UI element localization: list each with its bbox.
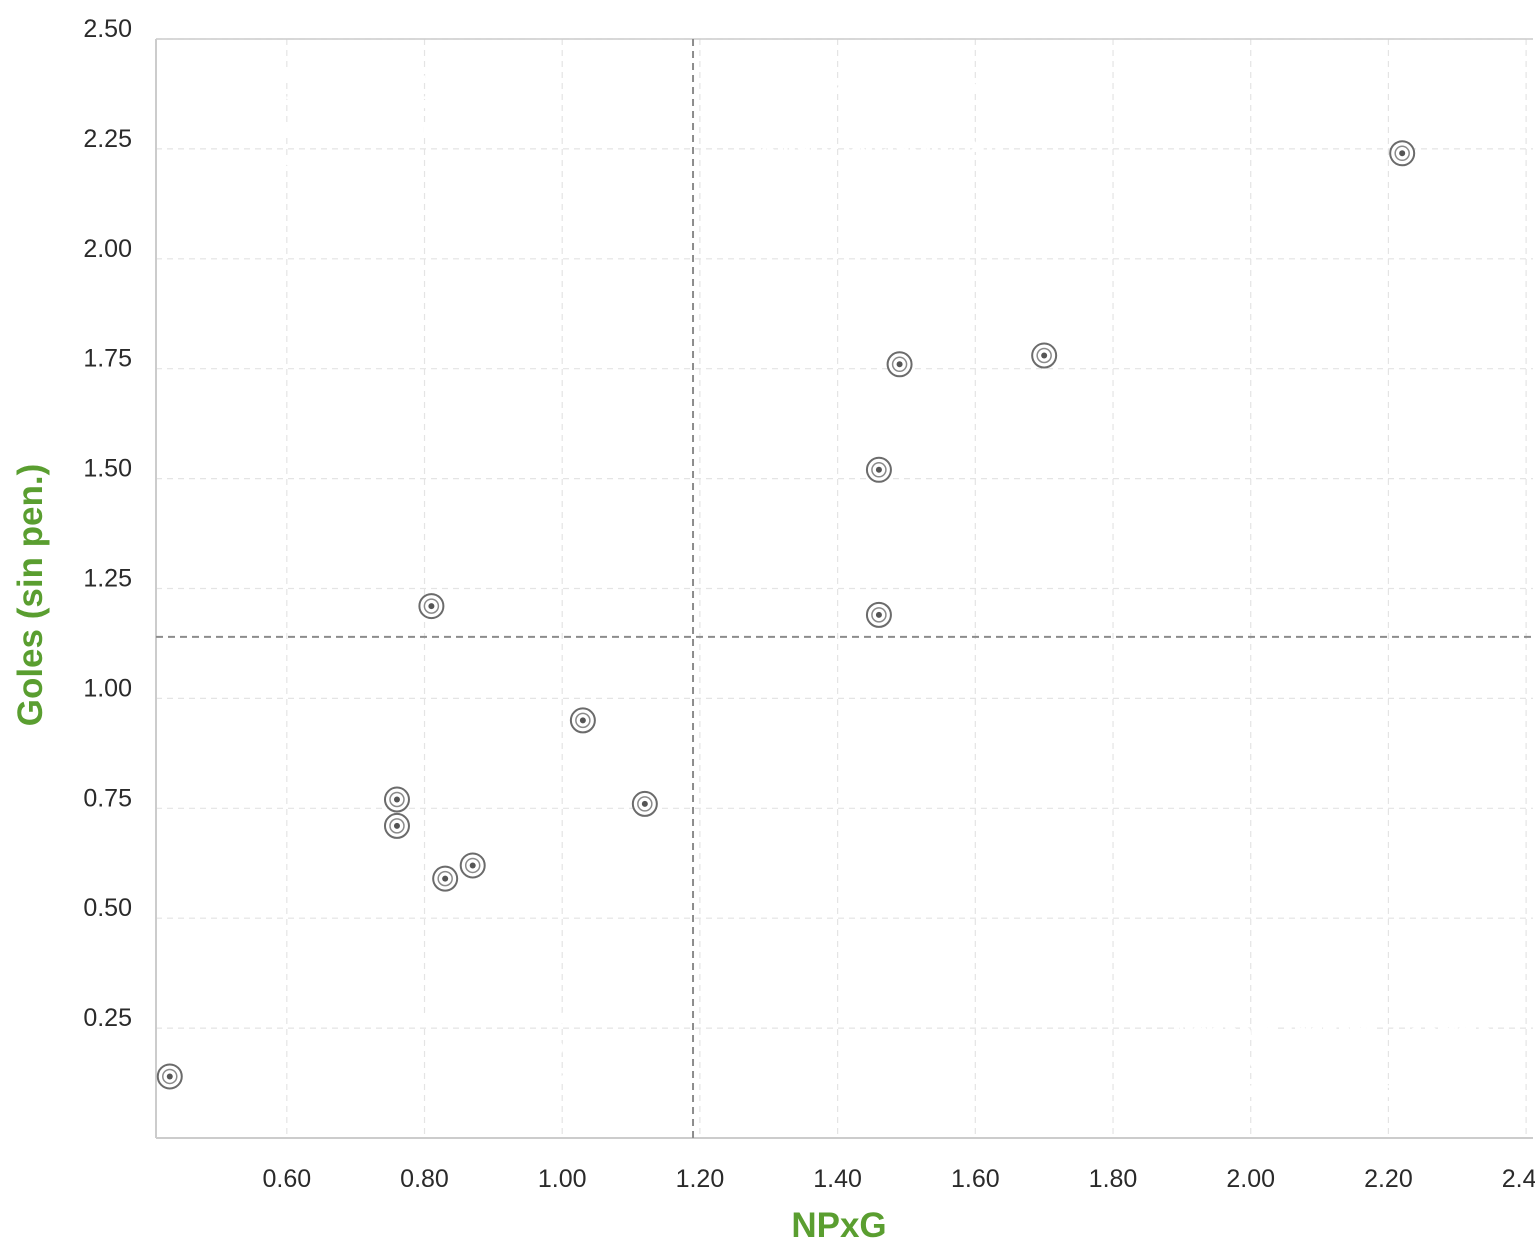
data-points [156,140,1416,1090]
quadrant-bottom-right-text: Generan mucho peligro, pero convierten p… [1190,1019,1492,1102]
data-point [865,601,892,628]
quadrant-bottom-right-title: Amenaza ineficaz. [1171,1019,1386,1044]
point-badge-inner [437,870,453,887]
y-tick-label: 2.00 [83,235,132,263]
x-tick-label: 0.60 [262,1165,311,1193]
point-badge-inner [464,857,481,874]
x-tick-label: 2.00 [1226,1165,1275,1193]
data-point [886,351,913,378]
quadrant-bottom-left-text: Apenas convierten en gol sus escasas opo… [392,1034,651,1116]
point-badge-center [1041,352,1048,359]
data-point [383,786,410,813]
grid [156,38,1533,1138]
point-badge-inner [389,791,405,808]
quadrant-top-right-text: Convierten en gol el mucho peligro que g… [714,103,1040,157]
point-badge-inner [1394,145,1410,162]
quadrant-bottom-left-title: Amenaza inocua. [420,1005,623,1029]
x-axis-title: NPxG [791,1206,886,1242]
point-badge-center [875,611,882,618]
x-tick-label: 0.80 [400,1165,449,1193]
point-badge-center [641,800,648,807]
quadrant-top-left-title: Amenaza eficiente. [208,60,435,84]
x-tick-label: 2.20 [1364,1165,1413,1193]
x-tick-label: 1.40 [813,1165,862,1193]
y-tick-label: 1.50 [83,455,132,483]
point-badge-inner [871,462,887,478]
y-tick-label: 2.50 [83,15,132,43]
point-badge-inner [637,796,653,812]
reference-lines [156,39,1533,1138]
point-badge-inner [891,356,908,373]
data-point [1389,140,1416,167]
point-badge-inner [389,818,405,834]
y-tick-label: 0.50 [83,894,132,922]
x-tick-labels: 0.60 0.80 1.00 1.20 1.40 1.60 1.80 2.00 2.20 2.40 [262,1165,1535,1193]
y-tick-label: 0.25 [83,1004,132,1032]
quadrant-top-right-title: Amenaza efectiva. [767,74,987,99]
point-badge-center [166,1073,173,1080]
point-badge-center [469,862,476,869]
point-badge-center [442,875,449,882]
quadrant-top-left-text: Convierten en gol las pocas ocasiones qu… [195,89,448,171]
quadrant-box-bottom-right: Amenaza ineficaz. Generan mucho peligro,… [1135,984,1528,1138]
point-badge-inner [423,598,440,614]
data-point [156,1063,183,1090]
y-axis-title: Goles (sin pen.) [11,464,50,727]
y-tick-labels: 0.25 0.50 0.75 1.00 1.25 1.50 1.75 2.00 2.25 2.50 [83,15,132,1032]
point-badge-inner [1036,347,1052,364]
x-tick-label: 1.60 [951,1165,1000,1193]
point-badge-inner [162,1068,178,1085]
point-badge-center [393,796,400,803]
data-point [1031,342,1058,369]
point-badge-center [1399,150,1406,157]
x-tick-label: 1.20 [676,1165,725,1193]
x-tick-label: 2.40 [1502,1165,1535,1193]
quadrant-box-top-right: Amenaza efectiva. Convierten en gol el m… [694,39,1060,193]
data-point [432,865,459,892]
y-tick-label: 0.75 [83,784,132,812]
point-badge-inner [871,607,887,623]
y-tick-label: 2.25 [83,125,132,153]
point-badge-center [579,717,586,724]
point-badge-center [393,822,400,829]
quadrant-box-bottom-left: Amenaza inocua. Apenas convierten en gol… [349,984,694,1138]
x-tick-label: 1.00 [538,1165,587,1193]
point-badge-center [875,466,882,473]
y-tick-label: 1.25 [83,565,132,593]
y-tick-label: 1.75 [83,345,132,373]
data-point [865,456,892,483]
data-point [459,852,486,879]
data-point [569,707,596,734]
x-tick-label: 1.80 [1089,1165,1138,1193]
data-point [418,593,445,620]
point-badge-inner [575,712,591,729]
quadrant-box-top-left: Amenaza eficiente. Convierten en gol las… [160,39,483,193]
y-tick-label: 1.00 [83,674,132,702]
point-badge-center [896,361,903,368]
point-badge-center [428,603,435,610]
axes [155,38,1533,1139]
data-point [383,812,410,839]
data-point [631,790,658,817]
